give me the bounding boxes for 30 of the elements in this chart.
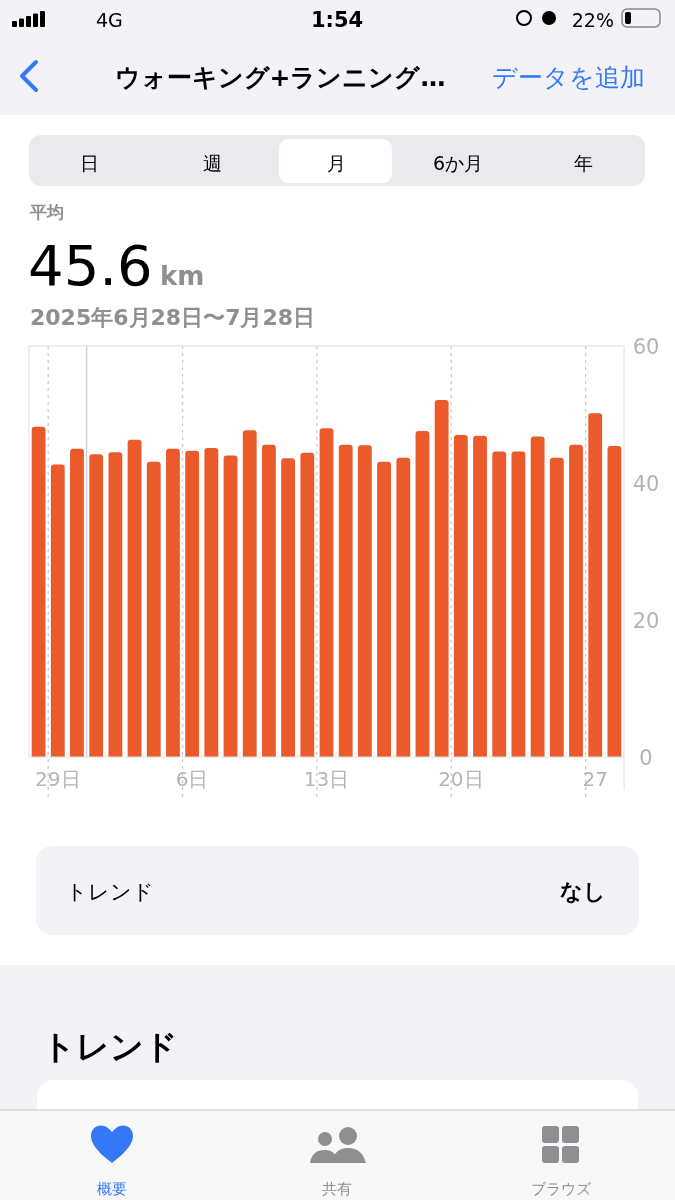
text: トレンド — [66, 880, 154, 904]
x-tick-label: 27 — [582, 767, 608, 791]
text: km — [160, 261, 205, 291]
text: 2025年6月28日〜7月28日 — [30, 305, 316, 330]
y-tick-label: 60 — [632, 335, 660, 359]
text: 22% — [571, 9, 614, 31]
text: 月 — [326, 152, 346, 174]
x-tick-label: 20日 — [438, 767, 484, 791]
text: 日 — [79, 152, 99, 174]
x-tick-label: 6日 — [175, 767, 209, 791]
x-tick-label: 13日 — [303, 767, 350, 791]
y-tick-label: 20 — [632, 609, 660, 633]
text: なし — [560, 879, 606, 904]
text: ブラウズ — [531, 1180, 592, 1198]
text: 年 — [573, 152, 593, 174]
text: 6か月 — [432, 152, 484, 174]
text: 平均 — [29, 202, 64, 222]
chart-title: ウォーキング+ランニング… — [114, 63, 446, 92]
y-tick-label: 40 — [632, 472, 660, 496]
plot: 29日 6日 13日 20日 27 0 20 40 60 — [28, 335, 660, 798]
text: 共有 — [322, 1180, 352, 1198]
text: 4G — [96, 9, 123, 31]
text: 1:54 — [310, 8, 364, 32]
y-tick-label: 0 — [639, 746, 653, 770]
text: 45.6 — [28, 233, 153, 298]
text: トレンド — [42, 1027, 178, 1066]
x-tick-label: 29日 — [35, 767, 81, 791]
text: データを追加 — [492, 63, 645, 92]
text: 概要 — [97, 1180, 127, 1198]
text: 週 — [202, 152, 222, 174]
